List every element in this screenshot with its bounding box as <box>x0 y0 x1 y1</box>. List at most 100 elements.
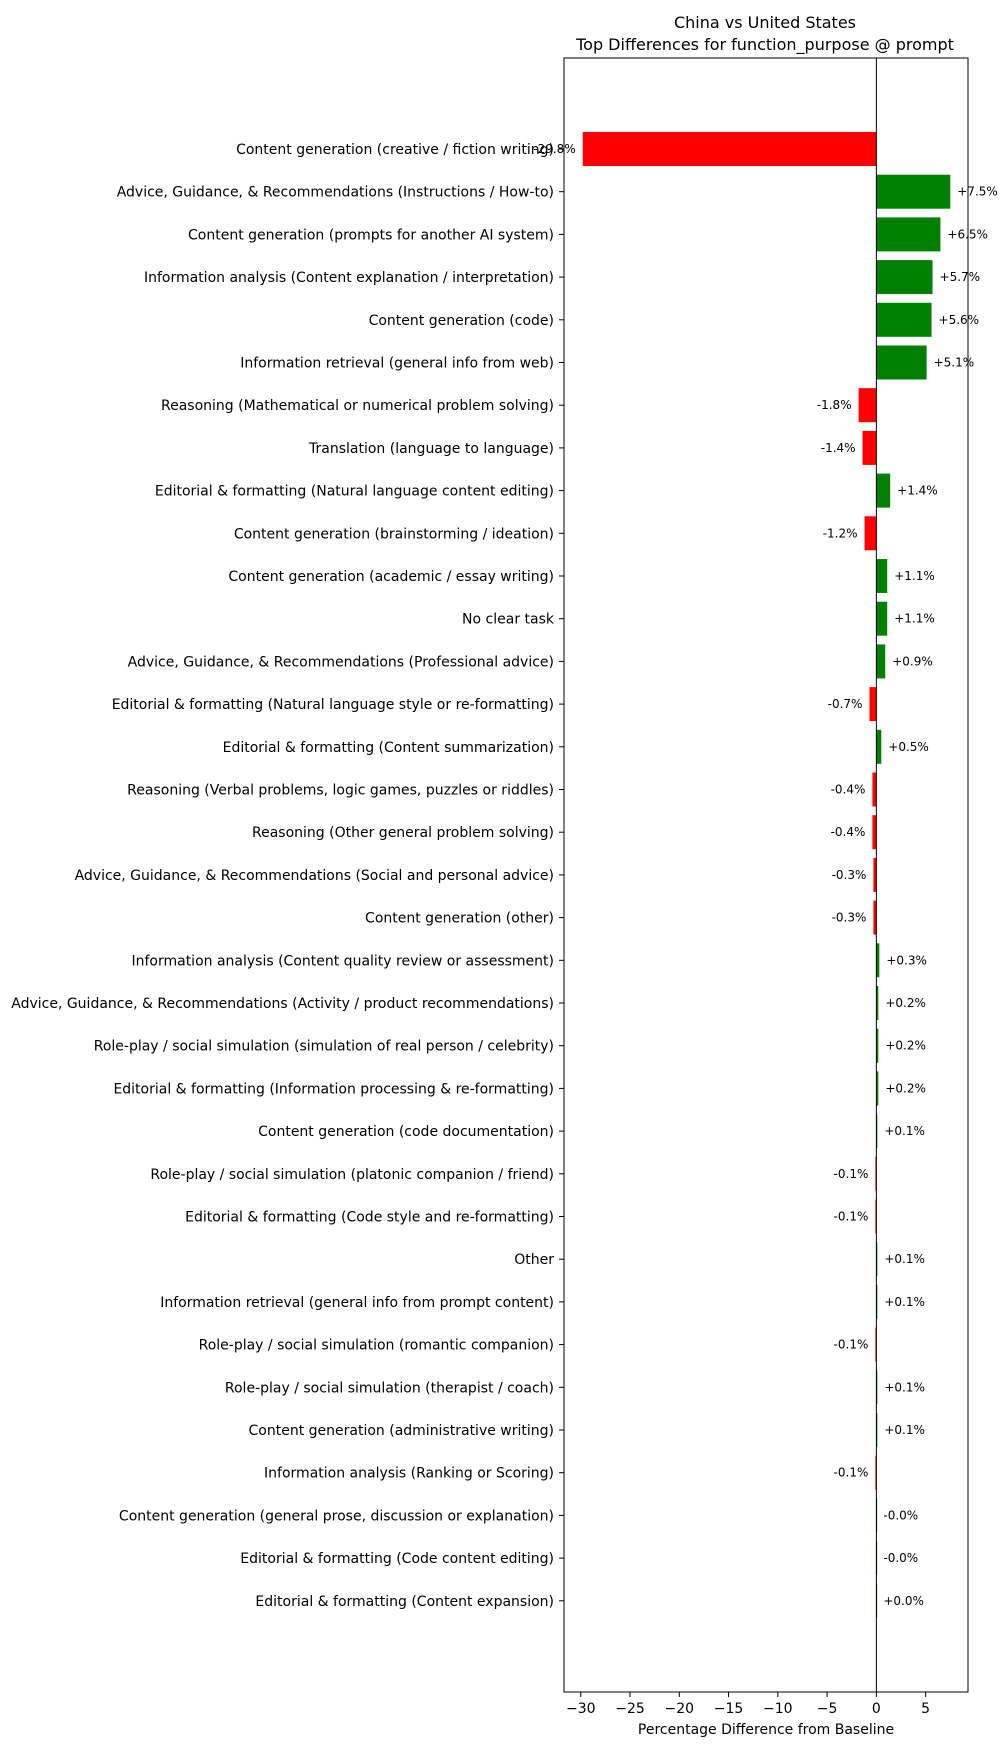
category-label: Role-play / social simulation (simulatio… <box>94 1039 554 1055</box>
value-label: -0.1% <box>834 1167 869 1181</box>
bar <box>876 345 927 380</box>
value-label: +0.1% <box>884 1252 925 1266</box>
bar <box>872 815 877 850</box>
x-tick-label: −30 <box>566 1701 596 1717</box>
bar <box>876 217 941 252</box>
value-label: +0.5% <box>888 740 929 754</box>
value-label: -1.8% <box>817 398 852 412</box>
value-label: -0.7% <box>828 697 863 711</box>
bar <box>876 986 879 1020</box>
bars-group <box>582 132 951 1618</box>
bar <box>872 772 877 807</box>
value-label: -29.8% <box>533 142 575 156</box>
value-label: +7.5% <box>957 185 998 199</box>
category-label: Reasoning (Other general problem solving… <box>252 825 554 841</box>
bar <box>876 943 880 978</box>
x-tick-label: −10 <box>763 1701 793 1717</box>
bar <box>873 857 877 892</box>
x-tick-label: −25 <box>615 1701 645 1717</box>
category-label: Content generation (brainstorming / idea… <box>234 526 554 542</box>
category-label: Content generation (code documentation) <box>258 1124 554 1140</box>
bar <box>876 729 882 764</box>
bar <box>876 559 888 593</box>
value-label: +0.3% <box>886 953 927 967</box>
bar <box>876 1028 879 1063</box>
category-label: Advice, Guidance, & Recommendations (Act… <box>11 996 554 1012</box>
x-tick-label: −5 <box>817 1701 838 1717</box>
value-label: -0.3% <box>832 911 867 925</box>
category-label: Content generation (academic / essay wri… <box>228 569 554 585</box>
value-label: +0.1% <box>884 1295 925 1309</box>
category-label: Content generation (general prose, discu… <box>119 1508 554 1524</box>
value-label: +5.7% <box>940 270 981 284</box>
bar <box>876 302 932 337</box>
category-label: Reasoning (Mathematical or numerical pro… <box>161 398 554 414</box>
value-label: -1.4% <box>821 441 856 455</box>
x-axis-label: Percentage Difference from Baseline <box>638 1722 894 1738</box>
category-label: Role-play / social simulation (therapist… <box>225 1380 554 1396</box>
category-label: Role-play / social simulation (romantic … <box>199 1338 554 1354</box>
category-label: Editorial & formatting (Content summariz… <box>223 740 554 756</box>
chart-subtitle: Top Differences for function_purpose @ p… <box>575 35 954 55</box>
category-label: Other <box>514 1252 554 1268</box>
value-label: -0.1% <box>834 1338 869 1352</box>
category-label: Reasoning (Verbal problems, logic games,… <box>127 783 554 799</box>
bar <box>582 132 877 166</box>
bar <box>876 644 886 679</box>
value-label: -0.1% <box>834 1210 869 1224</box>
value-label: -0.0% <box>883 1508 918 1522</box>
category-label: Content generation (code) <box>369 313 554 329</box>
x-tick-label: −15 <box>714 1701 744 1717</box>
value-label: +0.0% <box>883 1594 924 1608</box>
value-label: +0.2% <box>885 1039 926 1053</box>
category-label: Information analysis (Ranking or Scoring… <box>264 1466 554 1482</box>
category-label: Advice, Guidance, & Recommendations (Pro… <box>128 654 554 670</box>
value-label: +0.9% <box>892 654 933 668</box>
value-label: -0.3% <box>832 868 867 882</box>
bar <box>876 174 951 209</box>
value-label: +0.1% <box>884 1423 925 1437</box>
category-label: Editorial & formatting (Information proc… <box>113 1081 554 1097</box>
category-label: Editorial & formatting (Code style and r… <box>185 1210 554 1226</box>
category-label: Translation (language to language) <box>308 441 554 457</box>
value-label: +0.1% <box>884 1380 925 1394</box>
category-label: Information analysis (Content explanatio… <box>144 270 554 286</box>
category-label: Information analysis (Content quality re… <box>131 953 554 969</box>
category-label: No clear task <box>462 612 555 628</box>
category-label: Editorial & formatting (Natural language… <box>112 697 554 713</box>
value-label: +1.1% <box>894 612 935 626</box>
bar <box>876 601 888 636</box>
category-label: Editorial & formatting (Natural language… <box>155 484 554 500</box>
category-label: Advice, Guidance, & Recommendations (Ins… <box>117 185 554 201</box>
value-label: +0.2% <box>885 996 926 1010</box>
value-label: -0.4% <box>831 825 866 839</box>
value-label: -0.1% <box>834 1466 869 1480</box>
category-label: Information retrieval (general info from… <box>240 356 554 372</box>
category-label: Content generation (prompts for another … <box>188 227 554 243</box>
x-ticks-group: −30 −25 −20 −15 −10 −5 0 5 <box>566 1692 930 1717</box>
value-label: +5.6% <box>939 313 980 327</box>
bar <box>862 430 877 465</box>
x-tick-label: 0 <box>872 1701 881 1717</box>
category-label: Content generation (other) <box>365 911 554 927</box>
bar <box>876 1071 879 1106</box>
value-label: +1.1% <box>894 569 935 583</box>
bar <box>876 473 891 508</box>
value-label: -0.4% <box>831 783 866 797</box>
bar <box>869 687 877 722</box>
value-label: +1.4% <box>897 484 938 498</box>
value-label: +5.1% <box>934 356 975 370</box>
value-label: -1.2% <box>823 526 858 540</box>
bar <box>876 260 933 295</box>
plot-frame <box>563 57 969 1693</box>
chart-title: China vs United States <box>674 13 856 32</box>
category-label: Information retrieval (general info from… <box>160 1295 554 1311</box>
category-label: Content generation (administrative writi… <box>249 1423 554 1439</box>
value-labels-group: -29.8%+7.5%+6.5%+5.7%+5.6%+5.1%-1.8%-1.4… <box>533 142 998 1608</box>
bar <box>873 900 877 935</box>
value-label: +0.2% <box>885 1081 926 1095</box>
value-label: +0.1% <box>884 1124 925 1138</box>
category-label: Role-play / social simulation (platonic … <box>150 1167 554 1183</box>
value-label: -0.0% <box>883 1551 918 1565</box>
